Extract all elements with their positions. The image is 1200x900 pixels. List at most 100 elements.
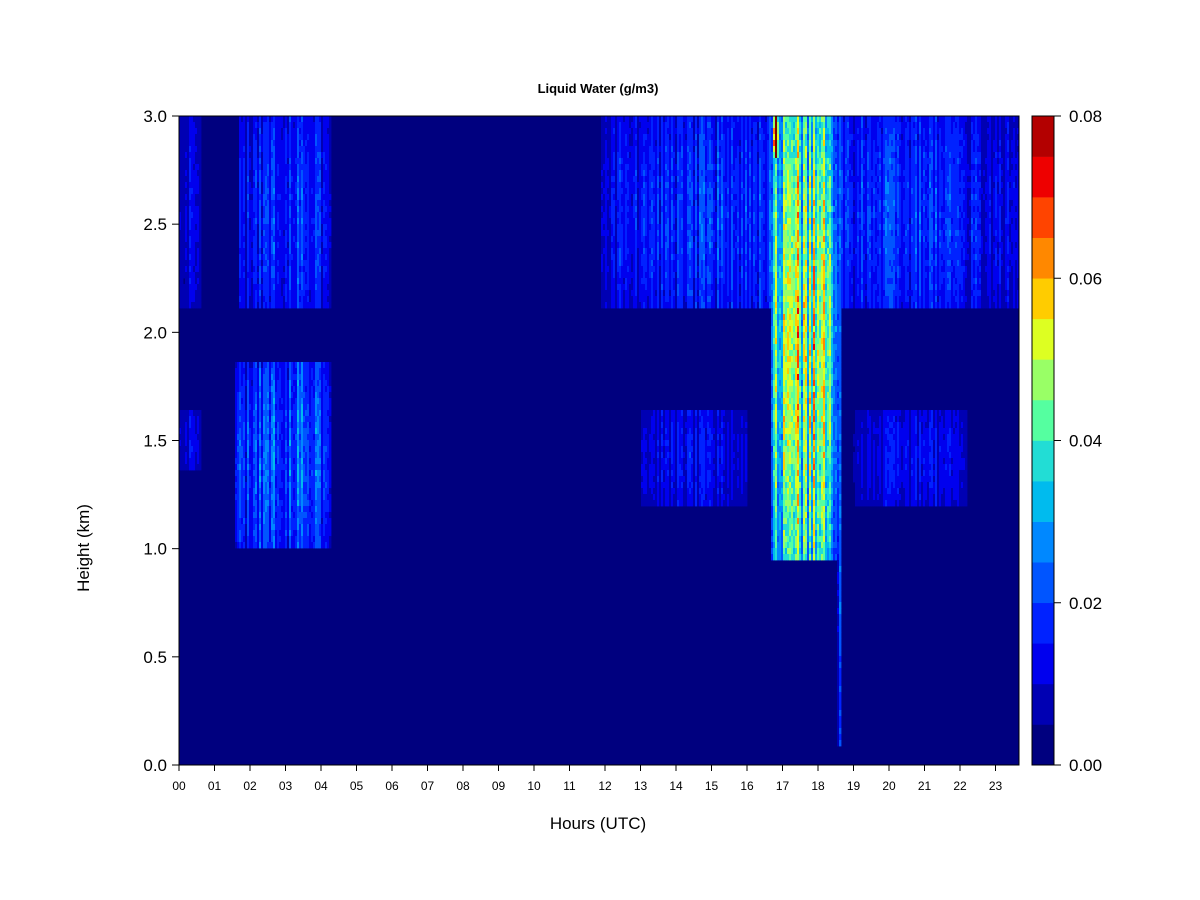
heatmap-cell (665, 440, 668, 447)
heatmap-cell (671, 476, 674, 483)
heatmap-cell (613, 260, 616, 267)
heatmap-cell (281, 164, 284, 171)
heatmap-cell (601, 212, 604, 219)
heatmap-cell (237, 530, 240, 537)
heatmap-cell (289, 434, 292, 441)
heatmap-cell (251, 266, 254, 273)
heatmap-cell (241, 476, 244, 483)
heatmap-cell (287, 512, 290, 519)
heatmap-cell (657, 152, 660, 159)
heatmap-cell (319, 218, 322, 225)
heatmap-cell (295, 140, 298, 147)
heatmap-cell (189, 416, 192, 423)
heatmap-cell (275, 410, 278, 417)
heatmap-cell (295, 218, 298, 225)
heatmap-cell (247, 140, 250, 147)
heatmap-cell (673, 428, 676, 435)
heatmap-cell (677, 302, 680, 309)
heatmap-cell (311, 494, 314, 501)
heatmap-cell (649, 164, 652, 171)
heatmap-cell (263, 170, 266, 177)
heatmap-cell (653, 248, 656, 255)
heatmap-cell (257, 422, 260, 429)
heatmap-cell (239, 116, 242, 123)
heatmap-cell (193, 176, 196, 183)
heatmap-cell (655, 452, 658, 459)
heatmap-cell (679, 134, 682, 141)
heatmap-cell (265, 176, 268, 183)
heatmap-cell (627, 224, 630, 231)
heatmap-cell (261, 158, 264, 165)
heatmap-cell (287, 212, 290, 219)
heatmap-cell (253, 164, 256, 171)
heatmap-cell (643, 290, 646, 297)
heatmap-cell (311, 500, 314, 507)
heatmap-cell (263, 230, 266, 237)
heatmap-cell (243, 464, 246, 471)
heatmap-cell (263, 464, 266, 471)
heatmap-cell (643, 146, 646, 153)
heatmap-cell (261, 176, 264, 183)
heatmap-cell (303, 206, 306, 213)
heatmap-cell (279, 536, 282, 543)
heatmap-cell (245, 440, 248, 447)
heatmap-cell (319, 488, 322, 495)
heatmap-cell (183, 230, 186, 237)
heatmap-cell (289, 422, 292, 429)
heatmap-cell (189, 410, 192, 417)
heatmap-cell (269, 158, 272, 165)
heatmap-cell (301, 464, 304, 471)
heatmap-cell (183, 248, 186, 255)
heatmap-cell (199, 164, 202, 171)
heatmap-cell (317, 440, 320, 447)
heatmap-cell (185, 254, 188, 261)
heatmap-cell (299, 200, 302, 207)
heatmap-cell (191, 296, 194, 303)
heatmap-cell (661, 206, 664, 213)
heatmap-cell (293, 542, 296, 549)
heatmap-cell (675, 296, 678, 303)
heatmap-cell (625, 146, 628, 153)
heatmap-cell (299, 470, 302, 477)
heatmap-cell (261, 452, 264, 459)
heatmap-cell (319, 278, 322, 285)
heatmap-cell (309, 122, 312, 129)
heatmap-cell (315, 512, 318, 519)
heatmap-cell (617, 212, 620, 219)
heatmap-cell (299, 284, 302, 291)
heatmap-cell (293, 488, 296, 495)
heatmap-cell (309, 116, 312, 123)
heatmap-cell (239, 482, 242, 489)
heatmap-cell (185, 158, 188, 165)
heatmap-cell (239, 488, 242, 495)
heatmap-cell (319, 386, 322, 393)
heatmap-cell (267, 470, 270, 477)
heatmap-cell (651, 452, 654, 459)
heatmap-cell (321, 416, 324, 423)
heatmap-cell (629, 152, 632, 159)
heatmap-cell (259, 122, 262, 129)
heatmap-cell (251, 260, 254, 267)
heatmap-cell (183, 266, 186, 273)
heatmap-cell (195, 452, 198, 459)
heatmap-cell (193, 452, 196, 459)
heatmap-cell (293, 188, 296, 195)
heatmap-cell (307, 302, 310, 309)
heatmap-cell (271, 158, 274, 165)
heatmap-cell (263, 116, 266, 123)
heatmap-cell (671, 446, 674, 453)
heatmap-cell (181, 296, 184, 303)
heatmap-cell (293, 446, 296, 453)
heatmap-cell (673, 422, 676, 429)
heatmap-cell (651, 116, 654, 123)
heatmap-cell (309, 422, 312, 429)
heatmap-cell (301, 284, 304, 291)
heatmap-cell (321, 422, 324, 429)
heatmap-cell (301, 398, 304, 405)
heatmap-cell (243, 236, 246, 243)
heatmap-cell (659, 248, 662, 255)
heatmap-cell (309, 524, 312, 531)
heatmap-cell (669, 302, 672, 309)
heatmap-cell (179, 182, 182, 189)
heatmap-cell (199, 116, 202, 123)
